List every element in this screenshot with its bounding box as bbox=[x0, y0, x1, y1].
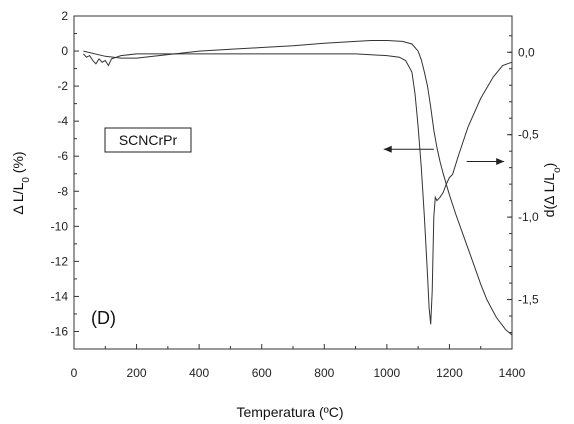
y-left-tick-label: 0 bbox=[61, 44, 68, 58]
x-tick-label: 1000 bbox=[374, 366, 401, 380]
y-left-tick-label: 2 bbox=[61, 9, 68, 23]
y-left-tick-label: -16 bbox=[51, 324, 69, 338]
y-left-tick-label: -10 bbox=[51, 219, 69, 233]
y-left-tick-label: -2 bbox=[57, 79, 68, 93]
sample-label: SCNCrPr bbox=[119, 132, 178, 148]
y-left-tick-label: -14 bbox=[51, 289, 69, 303]
y-right-axis-title: d(Δ L/Lo) bbox=[541, 163, 563, 218]
axis-arrows bbox=[383, 145, 505, 165]
arrow-head bbox=[383, 145, 392, 153]
x-ticks: 0 200 400 600 800 1000 1200 1400 bbox=[71, 344, 526, 380]
y-left-axis-title: Δ L/L0 (%) bbox=[10, 151, 32, 214]
x-tick-label: 1400 bbox=[499, 366, 526, 380]
sample-label-box bbox=[104, 127, 192, 153]
y-left-tick-label: -4 bbox=[57, 114, 68, 128]
series-thermal-expansion-line bbox=[83, 40, 513, 336]
plot-area bbox=[73, 15, 513, 350]
x-tick-label: 0 bbox=[71, 366, 78, 380]
x-axis-title: Temperatura (ºC) bbox=[236, 404, 343, 420]
y-right-tick-label: -1,5 bbox=[518, 293, 539, 307]
series-derivative-line bbox=[83, 53, 513, 325]
x-tick-label: 200 bbox=[127, 366, 147, 380]
y-right-tick-label: -1,0 bbox=[518, 210, 539, 224]
y-left-tick-label: -8 bbox=[57, 184, 68, 198]
y-right-ticks: 0,0 -0,5 -1,0 -1,5 bbox=[507, 35, 539, 334]
x-tick-label: 1200 bbox=[436, 366, 463, 380]
x-tick-label: 400 bbox=[189, 366, 209, 380]
arrow-head bbox=[496, 157, 505, 165]
panel-label: (D) bbox=[91, 308, 116, 328]
x-tick-label: 800 bbox=[314, 366, 334, 380]
y-left-tick-label: -6 bbox=[57, 149, 68, 163]
y-right-tick-label: -0,5 bbox=[518, 128, 539, 142]
y-left-ticks: 2 0 -2 -4 -6 -8 -10 -12 -14 -16 bbox=[51, 9, 79, 338]
y-left-tick-label: -12 bbox=[51, 254, 69, 268]
x-tick-label: 600 bbox=[252, 366, 272, 380]
y-right-tick-label: 0,0 bbox=[518, 45, 535, 59]
